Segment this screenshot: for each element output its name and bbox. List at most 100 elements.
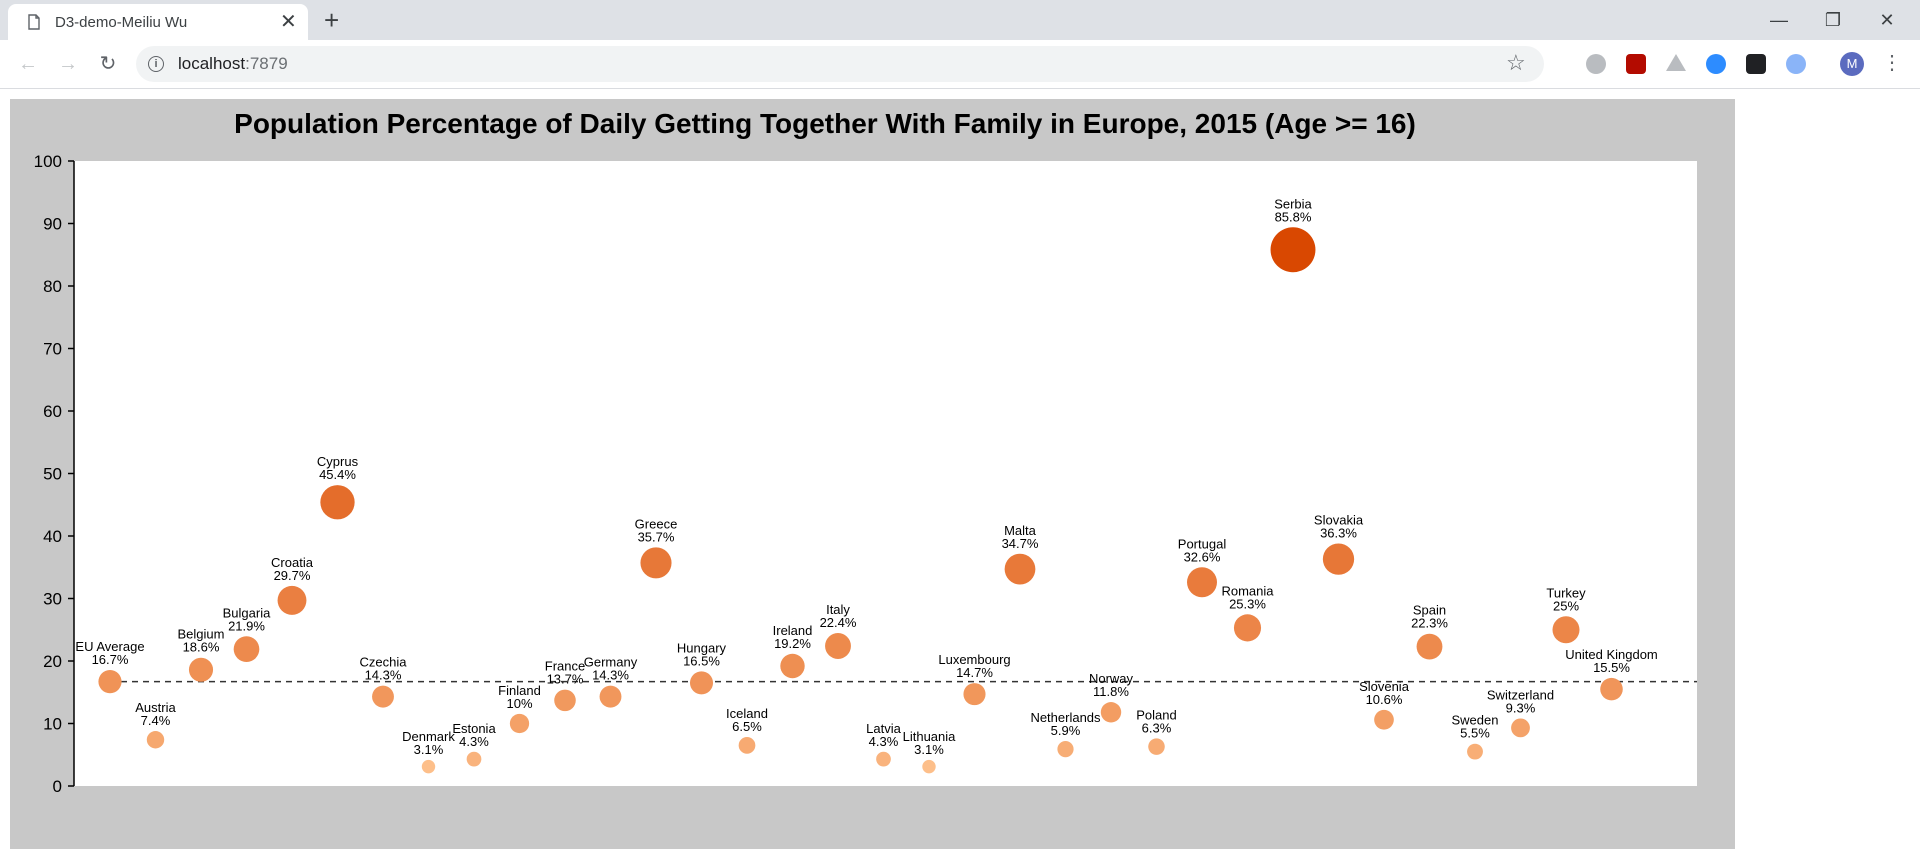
data-point [1100, 702, 1122, 723]
point-value-label: 32.6% [1184, 549, 1221, 564]
y-tick-label: 10 [43, 715, 62, 734]
point-country-label: Ireland [773, 623, 813, 638]
point-value-label: 6.3% [1142, 720, 1172, 735]
data-point [466, 751, 482, 767]
point-value-label: 7.4% [141, 713, 171, 728]
point-country-label: Slovakia [1314, 512, 1364, 527]
point-country-label: Spain [1413, 603, 1446, 618]
point-country-label: Turkey [1546, 585, 1586, 600]
point-country-label: Iceland [726, 706, 768, 721]
chart-title: Population Percentage of Daily Getting T… [234, 108, 1416, 139]
point-country-label: Poland [1136, 707, 1176, 722]
data-point [1233, 614, 1262, 642]
address-bar[interactable]: i localhost:7879 ☆ [136, 46, 1544, 82]
browser-tab[interactable]: D3-demo-Meiliu Wu ✕ [8, 4, 308, 40]
point-country-label: United Kingdom [1565, 647, 1658, 662]
point-value-label: 4.3% [869, 734, 899, 749]
y-tick-label: 50 [43, 465, 62, 484]
data-point [738, 737, 756, 754]
data-point [1004, 553, 1036, 585]
close-window-icon[interactable]: ✕ [1879, 10, 1895, 30]
point-country-label: Serbia [1274, 196, 1312, 211]
point-value-label: 10% [506, 696, 532, 711]
zoom-icon[interactable] [1706, 54, 1726, 74]
forward-icon[interactable]: → [58, 53, 78, 75]
point-value-label: 6.5% [732, 719, 762, 734]
point-country-label: Belgium [178, 627, 225, 642]
point-value-label: 21.9% [228, 618, 265, 633]
data-point [1600, 677, 1623, 701]
point-value-label: 16.5% [683, 653, 720, 668]
point-value-label: 3.1% [414, 742, 444, 757]
point-value-label: 19.2% [774, 636, 811, 651]
data-point [922, 759, 936, 774]
point-country-label: Hungary [677, 640, 727, 655]
point-country-label: Switzerland [1487, 687, 1554, 702]
point-value-label: 35.7% [638, 529, 675, 544]
point-country-label: France [545, 659, 585, 674]
point-country-label: Netherlands [1030, 710, 1101, 725]
data-point [188, 657, 214, 682]
close-icon[interactable]: ✕ [280, 11, 297, 33]
tab-title: D3-demo-Meiliu Wu [55, 14, 188, 31]
data-point [1322, 543, 1355, 575]
point-country-label: Latvia [866, 721, 901, 736]
point-value-label: 15.5% [1593, 660, 1630, 675]
point-country-label: Austria [135, 700, 176, 715]
plus-icon[interactable]: + [324, 5, 340, 35]
data-point [1374, 709, 1394, 730]
star-icon[interactable]: ☆ [1506, 50, 1526, 75]
point-value-label: 14.3% [592, 668, 629, 683]
data-point [640, 547, 672, 579]
restore-icon[interactable]: ❐ [1824, 10, 1842, 30]
data-point [1270, 227, 1316, 273]
point-value-label: 25% [1553, 598, 1579, 613]
page-icon [28, 14, 40, 30]
data-point [320, 485, 355, 520]
point-country-label: EU Average [75, 639, 144, 654]
y-tick-label: 70 [43, 340, 62, 359]
pdf-icon[interactable] [1626, 54, 1646, 74]
browser-toolbar: ← → ↻ i localhost:7879 ☆ M ⋮ [0, 40, 1920, 89]
point-value-label: 29.7% [274, 568, 311, 583]
url-host: localhost [178, 54, 246, 73]
point-value-label: 9.3% [1506, 700, 1536, 715]
point-country-label: Bulgaria [223, 605, 271, 620]
data-point [554, 689, 576, 712]
point-country-label: Sweden [1452, 713, 1499, 728]
y-tick-label: 100 [34, 152, 62, 171]
point-country-label: Denmark [402, 729, 455, 744]
point-value-label: 13.7% [547, 672, 584, 687]
skype-icon[interactable] [1586, 54, 1606, 74]
data-point [1057, 741, 1074, 758]
point-country-label: Estonia [452, 721, 496, 736]
data-point [277, 585, 307, 615]
data-point [146, 731, 165, 749]
avatar[interactable]: M [1840, 52, 1864, 76]
point-value-label: 18.6% [183, 640, 220, 655]
back-icon[interactable]: ← [18, 53, 38, 75]
url-text[interactable]: localhost:7879 [178, 54, 288, 74]
point-value-label: 45.4% [319, 467, 356, 482]
menu-icon[interactable]: ⋮ [1882, 52, 1902, 74]
minimize-icon[interactable]: — [1770, 10, 1788, 30]
reload-icon[interactable]: ↻ [99, 53, 117, 75]
point-value-label: 25.3% [1229, 596, 1266, 611]
info-icon[interactable]: i [148, 56, 164, 72]
data-point [509, 713, 530, 734]
incognito-icon[interactable] [1746, 54, 1766, 74]
edge-icon[interactable] [1786, 54, 1806, 74]
point-country-label: Lithuania [903, 729, 957, 744]
y-tick-label: 90 [43, 215, 62, 234]
point-value-label: 14.3% [365, 668, 402, 683]
data-point [825, 633, 851, 659]
point-value-label: 5.5% [1460, 726, 1490, 741]
data-point [599, 685, 622, 708]
point-value-label: 10.6% [1366, 692, 1403, 707]
point-country-label: Malta [1004, 523, 1037, 538]
point-country-label: Portugal [1178, 536, 1227, 551]
point-value-label: 16.7% [92, 652, 129, 667]
data-point [98, 670, 122, 694]
data-point [421, 759, 436, 774]
